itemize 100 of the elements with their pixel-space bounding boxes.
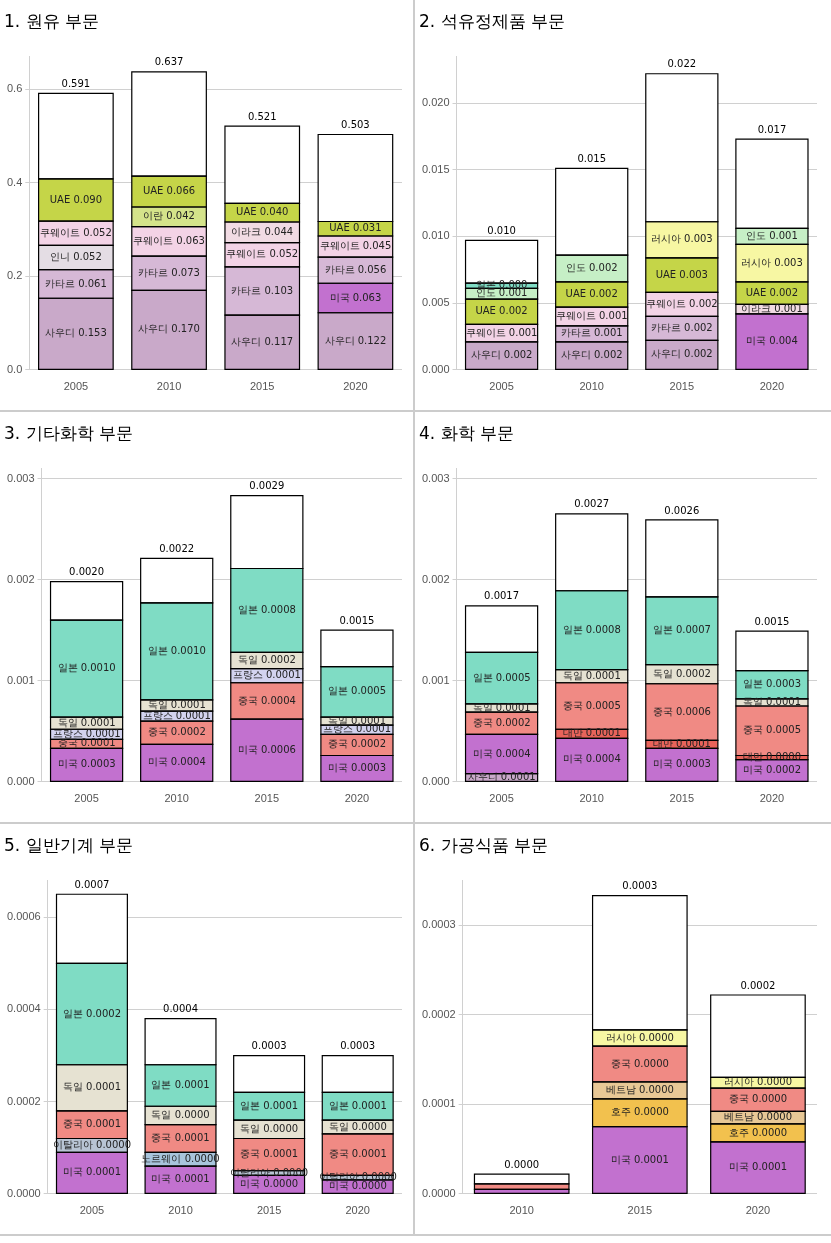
text: 사우디 0.002 (470, 349, 533, 361)
x-tick-label: 2010 (156, 380, 182, 393)
chart-title: 4. 화학 부문 (419, 422, 515, 443)
text: 일본 0.0005 (327, 685, 387, 697)
x-tick-label: 2010 (579, 380, 604, 393)
y-tick-label: 0.002 (422, 572, 450, 585)
text: 독일 0.0001 (562, 669, 621, 681)
text: UAE 0.031 (329, 222, 382, 234)
text: UAE 0.002 (745, 286, 799, 298)
text: 쿠웨이트 0.052 (226, 248, 299, 260)
text: 중국 0.0000 (610, 1057, 669, 1069)
text: 일본 0.0001 (151, 1079, 210, 1091)
text: 카타르 0.001 (560, 327, 623, 339)
y-tick-label: 0.002 (7, 572, 35, 585)
y-tick-label: 0.6 (6, 82, 23, 95)
x-tick-label: 2005 (489, 792, 514, 805)
x-tick-label: 2015 (249, 380, 275, 393)
text: 인도 0.002 (565, 262, 618, 274)
text: 카타르 0.103 (231, 284, 294, 296)
text: 베트남 0.0000 (723, 1111, 793, 1123)
text: UAE 0.003 (655, 268, 708, 280)
text: 미국 0.0001 (62, 1166, 122, 1178)
y-tick-label: 0.003 (7, 471, 35, 484)
text: 러시아 0.003 (741, 256, 803, 268)
text: 쿠웨이트 0.052 (39, 226, 112, 238)
text: UAE 0.066 (142, 185, 196, 197)
text: 독일 0.0000 (240, 1122, 299, 1134)
total-label: 0.0020 (69, 566, 105, 578)
text: 프랑스 0.0001 (142, 709, 211, 721)
y-tick-label: 0.0003 (421, 918, 456, 931)
text: 중국 0.0006 (652, 705, 711, 717)
total-label: 0.0003 (340, 1040, 376, 1052)
text: 이탈리아 0.0000 (230, 1166, 309, 1178)
text: 카타르 0.056 (324, 263, 387, 275)
total-label: 0.0017 (484, 590, 520, 602)
text: 미국 0.0003 (57, 758, 116, 770)
text: 미국 0.063 (329, 291, 382, 303)
text: 일본 0.0010 (57, 662, 116, 674)
text: 독일 0.0001 (327, 714, 387, 726)
text: 인도 0.001 (746, 230, 798, 242)
x-tick-label: 2020 (759, 380, 785, 393)
text: 미국 0.0004 (472, 747, 531, 759)
text: 독일 0.0002 (237, 654, 296, 666)
text: 독일 0.0000 (328, 1120, 387, 1132)
text: 쿠웨이트 0.002 (645, 298, 718, 310)
text: 중국 0.0004 (237, 694, 296, 706)
text: 미국 0.0004 (147, 756, 206, 768)
total-label: 0.0004 (163, 1003, 199, 1015)
y-tick-label: 0.001 (422, 673, 450, 686)
total-label: 0.010 (487, 225, 516, 237)
text: 미국 0.0006 (237, 743, 296, 755)
y-tick-label: 0.001 (7, 673, 35, 686)
text: 일본 0.0001 (328, 1099, 387, 1111)
total-label: 0.0003 (622, 880, 658, 892)
y-tick-label: 0.0 (6, 362, 23, 375)
text: 일본 0.0008 (562, 623, 621, 635)
text: 중국 0.0002 (327, 738, 387, 750)
x-tick-label: 2015 (254, 792, 280, 805)
x-tick-label: 2010 (579, 792, 604, 805)
total-label: 0.022 (667, 58, 697, 70)
total-label: 0.591 (61, 77, 91, 89)
text: 독일 0.0002 (652, 667, 711, 679)
total-label: 0.0027 (574, 498, 610, 510)
x-tick-label: 2015 (627, 1204, 653, 1217)
text: 미국 0.0002 (742, 764, 802, 776)
total-label: 0.0000 (504, 1158, 540, 1170)
total-label: 0.017 (757, 123, 787, 135)
y-tick-label: 0.0006 (6, 910, 41, 923)
text: 일본 0.0001 (240, 1099, 299, 1111)
text: UAE 0.002 (475, 305, 528, 317)
text: 독일 0.0001 (472, 701, 531, 713)
text: 중국 0.0002 (147, 726, 206, 738)
text: 미국 0.0000 (240, 1177, 299, 1189)
text: 호주 0.0000 (610, 1106, 669, 1118)
text: 중국 0.0001 (328, 1148, 387, 1160)
y-tick-label: 0.4 (6, 175, 23, 188)
y-tick-label: 0.0001 (421, 1097, 456, 1110)
text: 일본 0.0002 (62, 1007, 122, 1019)
x-tick-label: 2015 (256, 1204, 282, 1217)
text: 러시아 0.003 (650, 233, 713, 245)
total-label: 0.0015 (339, 614, 375, 626)
text: UAE 0.040 (236, 206, 289, 218)
chart-title: 3. 기타화학 부문 (4, 422, 134, 443)
text: UAE 0.090 (49, 193, 103, 205)
text: 일본 0.0008 (237, 604, 296, 616)
total-label: 0.503 (341, 119, 370, 131)
text: 독일 0.0001 (62, 1081, 122, 1093)
y-tick-label: 0.005 (422, 296, 450, 309)
text: 프랑스 0.0001 (52, 727, 121, 739)
text: 일본 0.0003 (742, 678, 802, 690)
text: 카타르 0.073 (138, 266, 200, 278)
text: 미국 0.0003 (327, 762, 387, 773)
x-tick-label: 2020 (345, 1204, 370, 1217)
text: 사우디 0.117 (231, 335, 294, 347)
text: 호주 0.0000 (728, 1126, 788, 1138)
y-tick-label: 0.000 (422, 774, 450, 787)
x-tick-label: 2015 (669, 792, 695, 805)
chart-title: 6. 가공식품 부문 (419, 834, 549, 855)
text: 카타르 0.002 (650, 322, 713, 334)
x-tick-label: 2010 (168, 1204, 193, 1217)
